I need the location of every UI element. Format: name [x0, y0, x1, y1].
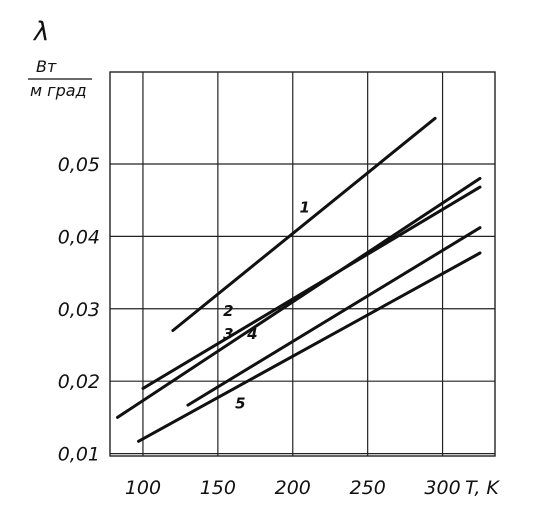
- y-tick-label: 0,01: [58, 444, 100, 466]
- plot-frame: [109, 71, 496, 457]
- labels: 100 150 200 250 300 0,01 0,02 0,03 0,04 0,05 1 2 3 4 5: [58, 154, 461, 499]
- x-tick-label: 150: [200, 477, 236, 499]
- y-axis-unit-denominator: м град: [30, 81, 87, 100]
- x-tick-label: 300: [424, 477, 460, 499]
- y-tick-label: 0,02: [58, 371, 100, 393]
- y-axis-unit-numerator: Вт: [36, 57, 57, 76]
- y-axis-symbol: λ: [32, 17, 49, 47]
- x-tick-label: 250: [350, 477, 386, 499]
- series-label-2: 2: [223, 302, 233, 320]
- x-tick-label: 100: [125, 477, 161, 499]
- series-line-1: [171, 116, 437, 332]
- series-line-4: [186, 226, 482, 407]
- grid: [109, 71, 496, 457]
- series-label-1: 1: [300, 198, 310, 216]
- y-tick-label: 0,05: [58, 154, 100, 176]
- y-tick-label: 0,04: [58, 226, 100, 248]
- series-line-5: [137, 251, 482, 443]
- series-label-5: 5: [235, 395, 245, 413]
- x-axis-label: T, K: [465, 477, 500, 499]
- series-lines: [116, 116, 482, 443]
- x-tick-label: 200: [275, 477, 311, 499]
- y-tick-label: 0,03: [58, 299, 100, 321]
- series-line-3: [116, 176, 482, 419]
- series-label-4: 4: [246, 325, 257, 343]
- series-label-3: 3: [223, 325, 233, 343]
